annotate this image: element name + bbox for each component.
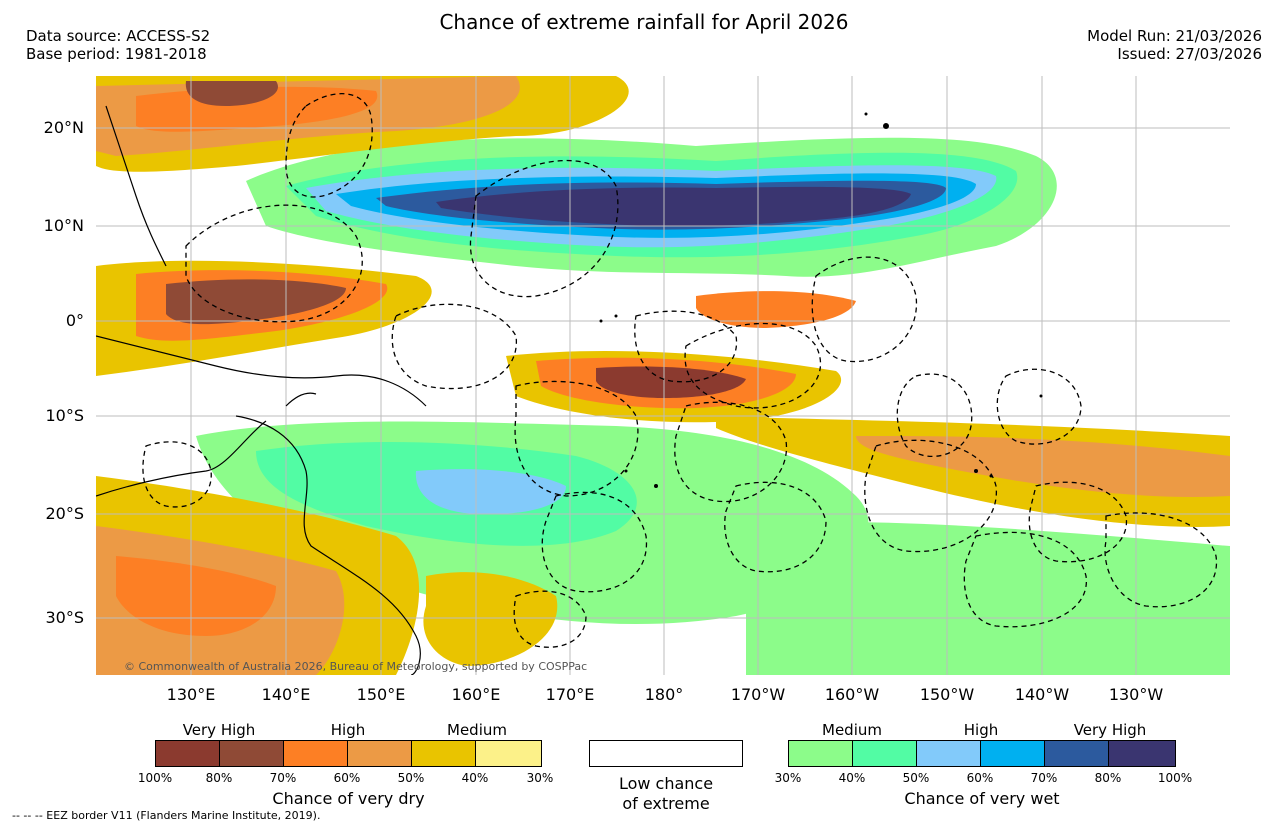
wet-swatch-80-100 <box>1109 741 1175 766</box>
dry-tick-100: 100% <box>137 771 173 785</box>
lon-label-160e: 160°E <box>451 685 501 704</box>
coastlines <box>96 105 427 675</box>
dry-south-tasman <box>423 572 558 666</box>
header-right: Model Run: 21/03/2026 Issued: 27/03/2026 <box>1087 27 1262 63</box>
islands <box>599 112 1043 488</box>
dry-swatch-70-60 <box>284 741 348 766</box>
wet-heading-medium: Medium <box>822 721 882 739</box>
issued-date: Issued: 27/03/2026 <box>1117 45 1262 63</box>
low-chance-label-2: of extreme <box>622 794 710 813</box>
dry-swatch-80-70 <box>220 741 284 766</box>
lat-label-30s: 30°S <box>45 608 84 627</box>
dry-tick-80: 80% <box>205 771 233 785</box>
dry-tick-50: 50% <box>397 771 425 785</box>
lon-label-180: 180° <box>644 685 684 704</box>
wet-band-80 <box>436 186 911 227</box>
dry-tick-30: 30% <box>526 771 554 785</box>
dry-tick-40: 40% <box>461 771 489 785</box>
lon-label-130e: 130°E <box>166 685 216 704</box>
wet-heading-high: High <box>963 721 999 739</box>
dry-eq-west-vh <box>166 279 346 325</box>
eez-note: -- -- -- EEZ border V11 (Flanders Marine… <box>12 809 321 822</box>
lon-label-160w: 160°W <box>824 685 880 704</box>
dry-central-vh <box>596 366 746 398</box>
dry-swatch-100-80 <box>156 741 220 766</box>
header-left: Data source: ACCESS-S2 Base period: 1981… <box>26 27 210 63</box>
lat-label-0: 0° <box>65 311 84 330</box>
graticule <box>96 76 1230 675</box>
dry-tick-60: 60% <box>333 771 361 785</box>
wet-tick-60: 60% <box>966 771 994 785</box>
eez-borders <box>142 93 1218 648</box>
low-chance-label-1: Low chance <box>618 774 714 793</box>
wet-southeast <box>746 522 1230 675</box>
dry-north-eq <box>696 291 856 328</box>
dry-legend-bar <box>155 740 542 767</box>
lat-label-20s: 20°S <box>45 504 84 523</box>
lon-label-150e: 150°E <box>356 685 406 704</box>
dry-swatch-40-30 <box>476 741 541 766</box>
rainfall-map: © Commonwealth of Australia 2026, Bureau… <box>96 76 1230 675</box>
dry-heading-high: High <box>330 721 366 739</box>
wet-swatch-40-50 <box>853 741 917 766</box>
wet-legend-title: Chance of very wet <box>904 789 1060 808</box>
wet-swatch-60-70 <box>981 741 1045 766</box>
map-title: Chance of extreme rainfall for April 202… <box>439 10 849 34</box>
wet-tick-40: 40% <box>838 771 866 785</box>
lat-label-10n: 10°N <box>43 216 84 235</box>
lon-label-140e: 140°E <box>261 685 311 704</box>
wet-swatch-50-60 <box>917 741 981 766</box>
base-period: Base period: 1981-2018 <box>26 45 207 63</box>
model-run: Model Run: 21/03/2026 <box>1087 27 1262 45</box>
wet-tick-50: 50% <box>902 771 930 785</box>
dry-sw-core <box>116 556 276 636</box>
lat-label-10s: 10°S <box>45 406 84 425</box>
dry-heading-very-high: Very High <box>182 721 256 739</box>
lon-label-170w: 170°W <box>730 685 786 704</box>
lon-label-170e: 170°E <box>545 685 595 704</box>
copyright-note: © Commonwealth of Australia 2026, Bureau… <box>124 660 588 673</box>
lon-label-150w: 150°W <box>919 685 975 704</box>
data-source: Data source: ACCESS-S2 <box>26 27 211 45</box>
wet-heading-very-high: Very High <box>1073 721 1147 739</box>
wet-tick-100: 100% <box>1157 771 1193 785</box>
dry-heading-medium: Medium <box>447 721 507 739</box>
lon-label-130w: 130°W <box>1108 685 1164 704</box>
dry-swatch-60-50 <box>348 741 412 766</box>
wet-swatch-70-80 <box>1045 741 1109 766</box>
dry-legend-title: Chance of very dry <box>272 789 425 808</box>
dry-swatch-50-40 <box>412 741 476 766</box>
wet-swatch-30-40 <box>789 741 853 766</box>
dry-tick-70: 70% <box>269 771 297 785</box>
wet-legend-bar <box>788 740 1176 767</box>
wet-tick-80: 80% <box>1094 771 1122 785</box>
wet-tick-70: 70% <box>1030 771 1058 785</box>
dry-nw-peak <box>185 81 278 106</box>
lon-label-140w: 140°W <box>1014 685 1070 704</box>
wet-tick-30: 30% <box>774 771 802 785</box>
wet-south-core <box>415 469 566 515</box>
low-chance-swatch <box>589 740 743 767</box>
lat-label-20n: 20°N <box>43 118 84 137</box>
map-canvas <box>96 76 1230 675</box>
